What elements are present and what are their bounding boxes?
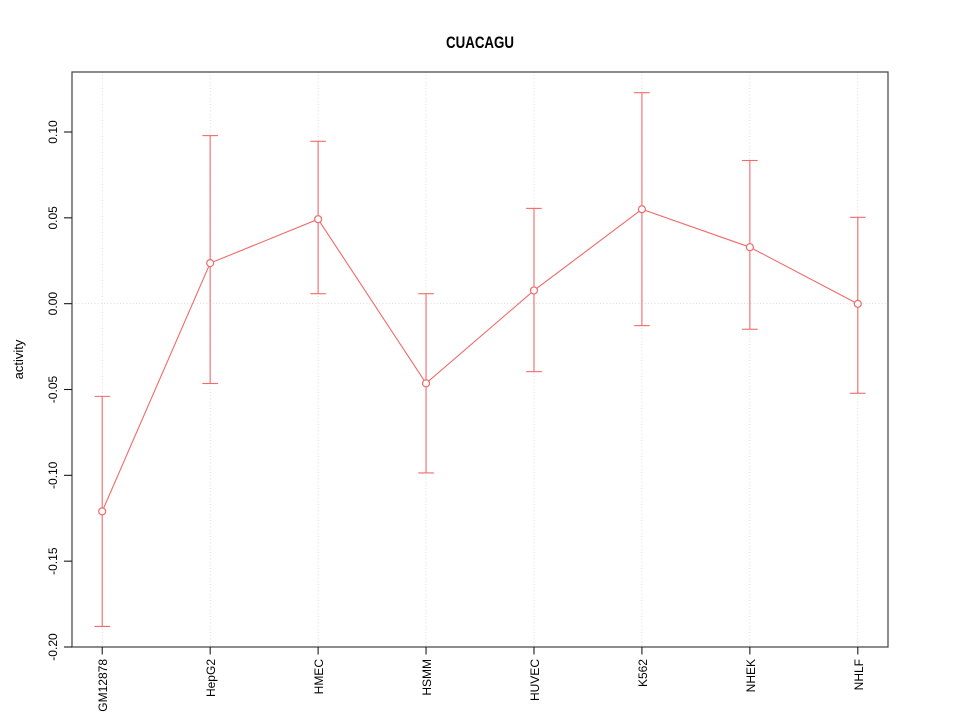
svg-text:HMEC: HMEC [312,659,326,695]
svg-text:-0.20: -0.20 [46,633,60,661]
svg-text:HUVEC: HUVEC [528,659,542,701]
svg-text:K562: K562 [636,659,650,687]
svg-text:activity: activity [11,339,26,379]
svg-text:HepG2: HepG2 [204,659,218,697]
svg-text:-0.15: -0.15 [46,547,60,575]
svg-text:-0.10: -0.10 [46,461,60,489]
svg-text:NHEK: NHEK [744,659,758,692]
svg-text:CUACAGU: CUACAGU [446,33,514,52]
svg-text:0.00: 0.00 [46,292,60,316]
svg-text:GM12878: GM12878 [96,659,110,712]
svg-text:-0.05: -0.05 [46,376,60,404]
svg-text:HSMM: HSMM [420,659,434,696]
svg-text:0.05: 0.05 [46,206,60,230]
svg-text:NHLF: NHLF [852,659,866,690]
svg-text:0.10: 0.10 [46,120,60,144]
